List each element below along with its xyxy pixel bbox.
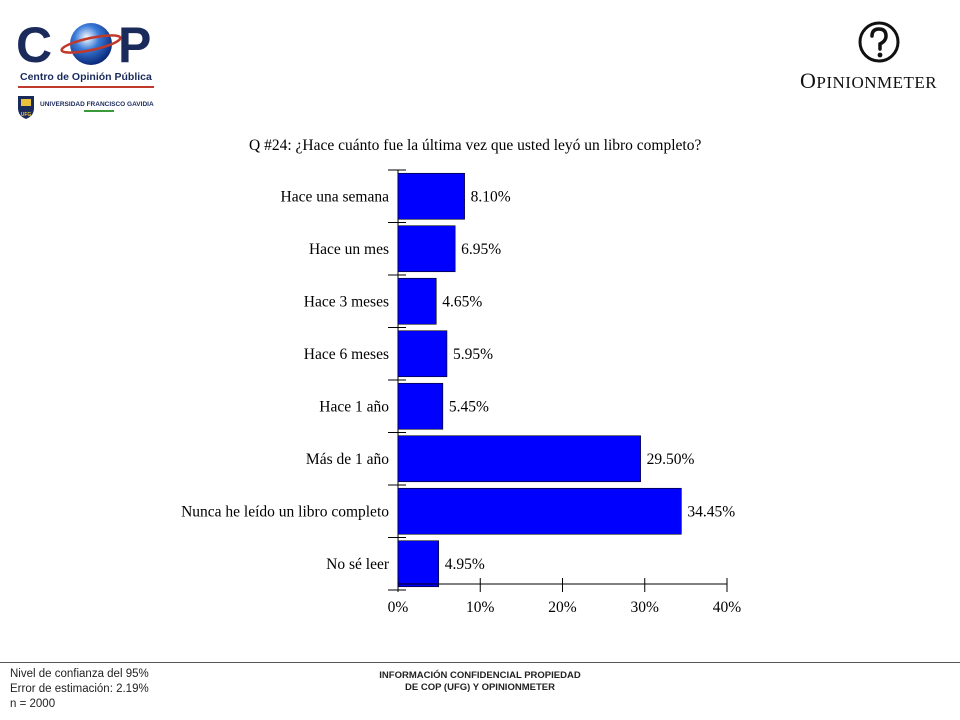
bar [397,435,641,483]
om-rest: PINIONMETER [816,73,938,92]
x-tick-label: 10% [466,599,495,616]
survey-stats: Nivel de confianza del 95% Error de esti… [10,667,149,712]
bar [397,487,682,535]
estimation-error: Error de estimación: 2.19% [10,683,149,695]
chart-title: Q #24: ¿Hace cuánto fue la última vez qu… [249,137,702,154]
x-tick-label: 20% [548,599,577,616]
footer-divider [0,662,960,663]
confidential-line-2: DE COP (UFG) Y OPINIONMETER [405,682,555,693]
cop-letter-p: P [118,17,151,73]
ufg-crest-icon: UFG [18,96,34,119]
category-label: Hace un mes [309,241,389,258]
globe-icon [70,23,112,65]
cop-logo: C P Centro de Opinión Pública UFG UNIVER… [14,14,164,124]
opinionmeter-logo: OPINIONMETER [800,20,955,95]
data-label: 5.45% [449,398,489,415]
bar [397,330,448,378]
data-label: 5.95% [453,346,493,363]
cop-divider [18,86,154,88]
om-initial: O [800,68,817,93]
x-tick-label: 0% [388,599,409,616]
cop-wordmark: C P [16,17,151,73]
category-label: Hace 1 año [319,398,389,415]
data-label: 4.95% [445,556,485,573]
data-label: 4.65% [442,293,482,310]
sample-size: n = 2000 [10,698,56,710]
data-label: 29.50% [647,451,695,468]
x-tick-label: 40% [713,599,742,616]
confidence-level: Nivel de confianza del 95% [10,668,149,680]
confidential-notice: INFORMACIÓN CONFIDENCIAL PROPIEDAD DE CO… [330,670,630,694]
category-label: No sé leer [326,556,390,573]
category-label: Más de 1 año [306,451,389,468]
bar [397,277,437,325]
ufg-accent-bar [84,110,114,112]
bar [397,540,440,588]
category-label: Hace 6 meses [304,346,389,363]
category-label: Nunca he leído un libro completo [181,503,389,520]
confidential-line-1: INFORMACIÓN CONFIDENCIAL PROPIEDAD [379,670,581,681]
question-mark-icon [858,21,900,63]
orbit-swoosh-icon [60,34,122,54]
category-label: Hace una semana [281,188,390,205]
cop-letter-c: C [16,17,52,73]
cop-subtitle: Centro de Opinión Pública [20,71,152,83]
x-tick-label: 30% [631,599,660,616]
category-label: Hace 3 meses [304,293,389,310]
bar [397,172,465,220]
ufg-name: UNIVERSIDAD FRANCISCO GAVIDIA [40,101,154,108]
bar [397,225,456,273]
data-label: 6.95% [461,241,501,258]
bar [397,382,444,430]
opinionmeter-wordmark: OPINIONMETER [800,68,937,94]
data-label: 34.45% [687,503,735,520]
svg-text:UFG: UFG [21,112,32,118]
data-label: 8.10% [471,188,511,205]
